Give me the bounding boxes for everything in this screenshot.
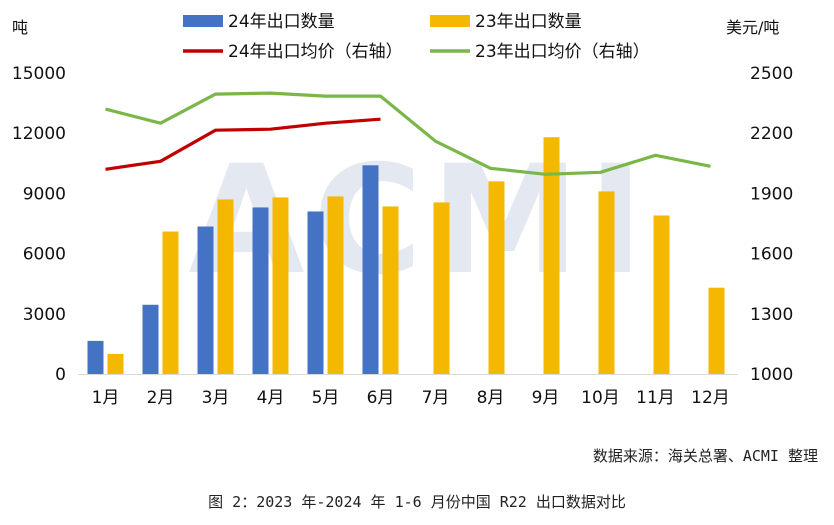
left-tick-label: 6000 xyxy=(23,245,66,265)
x-tick-label: 2月 xyxy=(147,388,175,408)
legend-label: 24年出口数量 xyxy=(228,12,335,32)
right-tick-label: 1300 xyxy=(750,305,793,325)
bar-23-qty xyxy=(433,202,450,374)
left-tick-label: 3000 xyxy=(23,305,66,325)
chart: ACMI030006000900012000150001000130016001… xyxy=(12,12,793,408)
bar-23-qty xyxy=(327,196,344,374)
legend-label: 23年出口均价（右轴） xyxy=(475,42,650,62)
right-axis-title: 美元/吨 xyxy=(726,18,779,37)
right-tick-label: 2200 xyxy=(750,124,793,144)
right-tick-label: 1000 xyxy=(750,365,793,385)
x-tick-label: 11月 xyxy=(636,388,675,408)
bar-24-qty xyxy=(87,340,104,374)
x-tick-label: 1月 xyxy=(92,388,120,408)
x-tick-label: 6月 xyxy=(367,388,395,408)
left-axis-title: 吨 xyxy=(12,18,28,37)
right-tick-label: 1600 xyxy=(750,245,793,265)
x-tick-label: 9月 xyxy=(532,388,560,408)
bar-24-qty xyxy=(362,165,379,374)
bar-24-qty xyxy=(197,226,214,374)
right-tick-label: 1900 xyxy=(750,184,793,204)
bar-23-qty xyxy=(598,191,615,374)
bar-23-qty xyxy=(272,197,289,374)
legend-swatch xyxy=(183,15,223,27)
left-tick-label: 9000 xyxy=(23,184,66,204)
bar-23-qty xyxy=(162,231,179,374)
bar-23-qty xyxy=(708,287,725,374)
figure-caption: 图 2：2023 年-2024 年 1-6 月份中国 R22 出口数据对比 xyxy=(208,493,626,511)
source-note: 数据来源：海关总署、ACMI 整理 xyxy=(592,447,818,465)
bar-23-qty xyxy=(488,181,505,374)
bar-23-qty xyxy=(382,206,399,374)
bar-24-qty xyxy=(252,207,269,374)
legend-label: 23年出口数量 xyxy=(475,12,582,32)
bar-24-qty xyxy=(307,211,324,374)
x-tick-label: 12月 xyxy=(691,388,730,408)
left-tick-label: 0 xyxy=(55,365,66,385)
bar-23-qty xyxy=(107,353,124,374)
x-tick-label: 8月 xyxy=(477,388,505,408)
right-tick-label: 2500 xyxy=(750,64,793,84)
left-tick-label: 15000 xyxy=(12,64,66,84)
line-24-price xyxy=(105,117,381,171)
legend-label: 24年出口均价（右轴） xyxy=(228,42,403,62)
x-tick-label: 5月 xyxy=(312,388,340,408)
bar-24-qty xyxy=(142,304,159,374)
legend-swatch xyxy=(430,15,470,27)
x-tick-label: 10月 xyxy=(581,388,620,408)
x-tick-label: 7月 xyxy=(422,388,450,408)
line-23-price xyxy=(105,91,711,176)
left-tick-label: 12000 xyxy=(12,124,66,144)
x-tick-label: 4月 xyxy=(257,388,285,408)
x-tick-label: 3月 xyxy=(202,388,230,408)
bar-23-qty xyxy=(217,199,234,374)
bar-23-qty xyxy=(653,215,670,374)
bar-23-qty xyxy=(543,137,560,374)
